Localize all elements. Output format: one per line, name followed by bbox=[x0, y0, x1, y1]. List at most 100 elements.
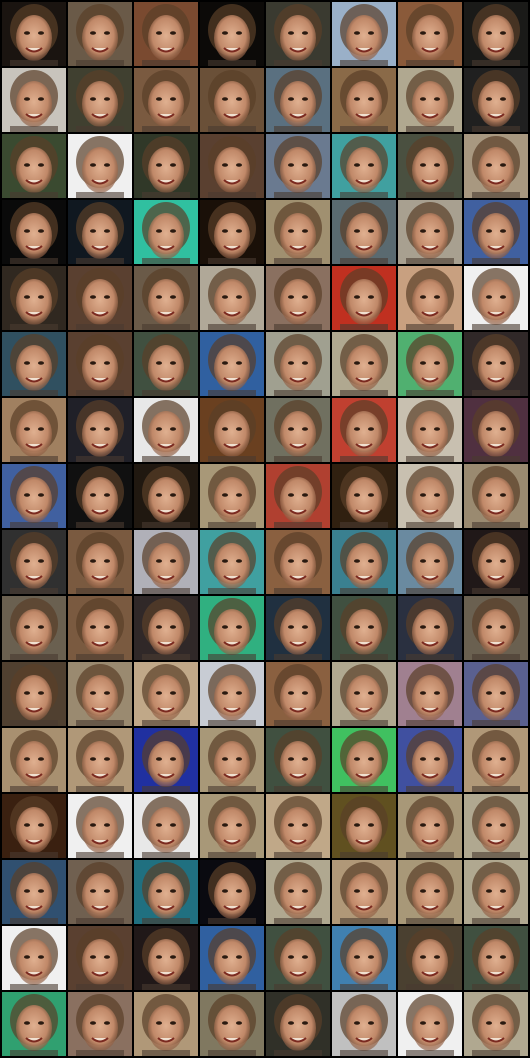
mouth bbox=[421, 773, 439, 779]
eye bbox=[222, 97, 228, 101]
mouth bbox=[487, 245, 505, 251]
eye bbox=[368, 295, 374, 299]
shoulders bbox=[76, 192, 124, 198]
tile bbox=[332, 68, 396, 132]
eye bbox=[288, 493, 294, 497]
mouth bbox=[157, 575, 175, 581]
face bbox=[478, 807, 514, 853]
shoulders bbox=[10, 258, 58, 264]
eye bbox=[236, 823, 242, 827]
shoulders bbox=[76, 984, 124, 990]
eye bbox=[354, 1021, 360, 1025]
face bbox=[16, 147, 52, 193]
eye bbox=[302, 1021, 308, 1025]
tile bbox=[2, 464, 66, 528]
eye bbox=[288, 559, 294, 563]
tile bbox=[266, 794, 330, 858]
shoulders bbox=[274, 984, 322, 990]
eye bbox=[302, 559, 308, 563]
face bbox=[280, 807, 316, 853]
mouth bbox=[487, 971, 505, 977]
eye bbox=[420, 955, 426, 959]
eye bbox=[354, 493, 360, 497]
face bbox=[478, 81, 514, 127]
eye bbox=[104, 31, 110, 35]
face bbox=[214, 213, 250, 259]
mouth bbox=[25, 443, 43, 449]
mouth bbox=[421, 113, 439, 119]
shoulders bbox=[406, 588, 454, 594]
mouth bbox=[487, 707, 505, 713]
eye bbox=[500, 295, 506, 299]
shoulders bbox=[472, 786, 520, 792]
shoulders bbox=[472, 588, 520, 594]
shoulders bbox=[340, 588, 388, 594]
eye bbox=[500, 559, 506, 563]
mouth bbox=[487, 47, 505, 53]
eye bbox=[500, 427, 506, 431]
shoulders bbox=[208, 456, 256, 462]
face bbox=[16, 1005, 52, 1051]
tile bbox=[398, 398, 462, 462]
face bbox=[346, 939, 382, 985]
mouth bbox=[223, 509, 241, 515]
shoulders bbox=[10, 1050, 58, 1056]
eye bbox=[302, 955, 308, 959]
eye bbox=[236, 361, 242, 365]
eye bbox=[486, 31, 492, 35]
mouth bbox=[421, 509, 439, 515]
face bbox=[16, 873, 52, 919]
tile bbox=[200, 596, 264, 660]
shoulders bbox=[142, 588, 190, 594]
shoulders bbox=[274, 60, 322, 66]
shoulders bbox=[472, 258, 520, 264]
eye bbox=[104, 295, 110, 299]
eye bbox=[500, 955, 506, 959]
mouth bbox=[421, 443, 439, 449]
eye bbox=[104, 955, 110, 959]
eye bbox=[156, 427, 162, 431]
shoulders bbox=[142, 654, 190, 660]
shoulders bbox=[406, 654, 454, 660]
tile bbox=[2, 332, 66, 396]
face bbox=[214, 939, 250, 985]
eye bbox=[434, 97, 440, 101]
eye bbox=[236, 625, 242, 629]
tile bbox=[2, 530, 66, 594]
eye bbox=[434, 31, 440, 35]
shoulders bbox=[208, 852, 256, 858]
shoulders bbox=[76, 390, 124, 396]
mouth bbox=[289, 377, 307, 383]
eye bbox=[354, 757, 360, 761]
face bbox=[214, 807, 250, 853]
tile bbox=[68, 860, 132, 924]
shoulders bbox=[472, 1050, 520, 1056]
tile bbox=[332, 266, 396, 330]
shoulders bbox=[76, 654, 124, 660]
eye bbox=[170, 691, 176, 695]
eye bbox=[500, 31, 506, 35]
mouth bbox=[421, 245, 439, 251]
mouth bbox=[487, 1037, 505, 1043]
face bbox=[214, 411, 250, 457]
face bbox=[478, 477, 514, 523]
eye bbox=[222, 493, 228, 497]
shoulders bbox=[274, 324, 322, 330]
shoulders bbox=[472, 654, 520, 660]
shoulders bbox=[340, 456, 388, 462]
tile bbox=[464, 398, 528, 462]
mouth bbox=[223, 245, 241, 251]
eye bbox=[170, 823, 176, 827]
face bbox=[280, 213, 316, 259]
eye bbox=[420, 559, 426, 563]
eye bbox=[38, 229, 44, 233]
face bbox=[214, 477, 250, 523]
tile bbox=[68, 794, 132, 858]
eye bbox=[434, 955, 440, 959]
tile bbox=[200, 530, 264, 594]
shoulders bbox=[340, 654, 388, 660]
eye bbox=[222, 691, 228, 695]
eye bbox=[24, 31, 30, 35]
face bbox=[346, 279, 382, 325]
tile bbox=[398, 68, 462, 132]
